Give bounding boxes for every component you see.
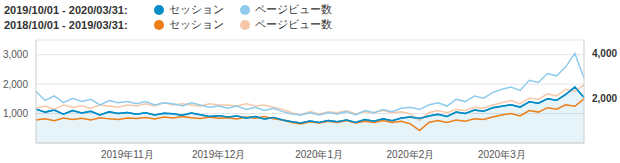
svg-text:3,000: 3,000	[3, 49, 28, 60]
svg-text:2020年2月: 2020年2月	[387, 149, 435, 160]
svg-text:2,000: 2,000	[3, 79, 28, 90]
html-text:2018/10/01 - 2019/03/31:: 2018/10/01 - 2019/03/31:	[4, 18, 128, 31]
html-text:ページビュー数: ページビュー数	[255, 3, 332, 15]
html-text:セッション: セッション	[169, 3, 224, 15]
svg-text:2020年1月: 2020年1月	[295, 149, 343, 160]
svg-text:4,000: 4,000	[592, 48, 617, 59]
svg-text:2019年11月: 2019年11月	[101, 149, 154, 160]
html-text:セッション: セッション	[169, 18, 224, 30]
html-text:ページビュー数: ページビュー数	[255, 18, 332, 30]
svg-text:1,000: 1,000	[3, 108, 28, 119]
svg-text:2019年12月: 2019年12月	[192, 149, 245, 160]
html-text:2019/10/01 - 2020/03/31:: 2019/10/01 - 2020/03/31:	[4, 3, 128, 16]
svg-text:2020年3月: 2020年3月	[478, 149, 526, 160]
svg-text:2,000: 2,000	[592, 93, 617, 104]
